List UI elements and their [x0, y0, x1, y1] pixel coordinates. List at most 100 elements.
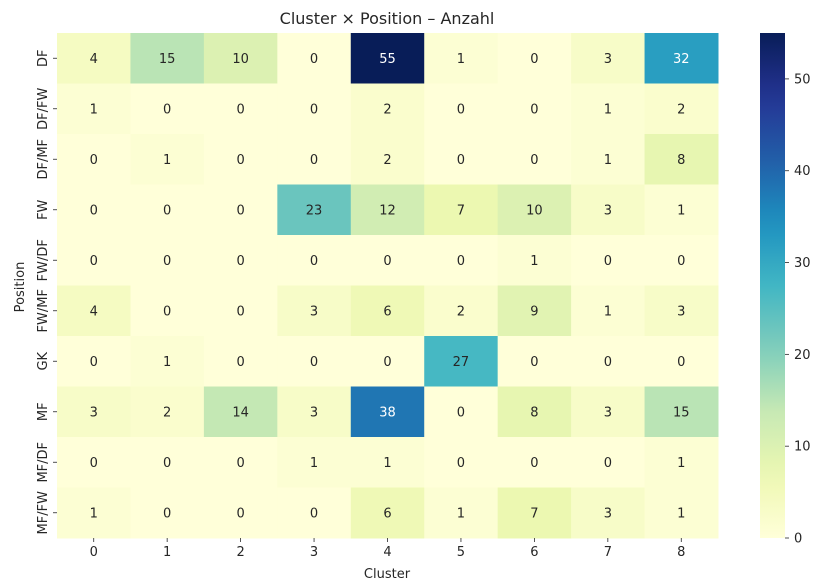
- heatmap-cell: [497, 33, 572, 84]
- cell-value-label: 10: [526, 203, 543, 218]
- cell-value-label: 1: [163, 153, 171, 168]
- cell-value-label: 0: [236, 203, 244, 218]
- heatmap-cell: [571, 184, 646, 236]
- cell-value-label: 0: [530, 456, 538, 471]
- heatmap-cell: [571, 134, 646, 185]
- heatmap-cell: [424, 386, 499, 438]
- cell-value-label: 1: [310, 456, 318, 471]
- cell-value-label: 38: [379, 405, 396, 420]
- cell-value-label: 0: [236, 355, 244, 370]
- heatmap-cell: [130, 184, 205, 236]
- heatmap-cell: [497, 386, 572, 438]
- y-tick-label: FW: [36, 199, 51, 219]
- colorbar-tick-label: 0: [794, 532, 802, 547]
- cell-value-label: 0: [90, 254, 98, 269]
- cell-value-label: 3: [677, 304, 685, 319]
- cell-value-label: 7: [530, 506, 538, 521]
- heatmap-cell: [424, 134, 499, 185]
- colorbar-tick-label: 40: [794, 164, 811, 179]
- cell-value-label: 14: [232, 405, 249, 420]
- heatmap-cell: [203, 83, 278, 135]
- cell-value-label: 0: [310, 355, 318, 370]
- x-tick-label: 3: [310, 545, 318, 560]
- heatmap-cell: [350, 285, 425, 337]
- cell-value-label: 1: [383, 456, 391, 471]
- heatmap-cell: [497, 235, 572, 286]
- heatmap-cell: [130, 386, 205, 438]
- cell-value-label: 1: [530, 254, 538, 269]
- cell-value-label: 0: [163, 203, 171, 218]
- heatmap-cell: [130, 285, 205, 337]
- cell-value-label: 15: [159, 52, 176, 67]
- heatmap-cell: [644, 285, 719, 337]
- cell-value-label: 0: [163, 456, 171, 471]
- x-tick-label: 5: [457, 545, 465, 560]
- cell-value-label: 3: [604, 203, 612, 218]
- y-tick-label: FW/MF: [36, 289, 51, 332]
- cell-value-label: 3: [310, 405, 318, 420]
- heatmap-cell: [277, 134, 352, 185]
- cell-value-label: 2: [457, 304, 465, 319]
- heatmap-cell: [350, 134, 425, 185]
- heatmap-cell: [57, 437, 131, 488]
- cell-value-label: 12: [379, 203, 396, 218]
- heatmap-cell: [644, 386, 719, 438]
- cell-value-label: 4: [90, 52, 98, 67]
- heatmap-cell: [203, 487, 278, 539]
- heatmap-cell: [644, 134, 719, 185]
- cell-value-label: 0: [163, 102, 171, 117]
- heatmap-cell: [57, 285, 131, 337]
- heatmap-cell: [497, 437, 572, 488]
- heatmap-cell: [203, 386, 278, 438]
- cell-value-label: 0: [310, 506, 318, 521]
- heatmap-cell: [497, 184, 572, 236]
- heatmap-cell: [424, 235, 499, 286]
- heatmap-cell: [350, 184, 425, 236]
- heatmap-cell: [203, 33, 278, 84]
- heatmap-cell: [277, 487, 352, 539]
- heatmap-cell: [571, 437, 646, 488]
- cell-value-label: 0: [457, 153, 465, 168]
- heatmap-cell: [57, 83, 131, 135]
- cell-value-label: 0: [163, 506, 171, 521]
- heatmap-cell: [57, 235, 131, 286]
- x-tick-label: 7: [604, 545, 612, 560]
- y-tick-label: DF/FW: [36, 88, 51, 130]
- x-tick-label: 6: [530, 545, 538, 560]
- cell-value-label: 1: [677, 203, 685, 218]
- cell-value-label: 0: [90, 203, 98, 218]
- cell-value-label: 3: [90, 405, 98, 420]
- heatmap-cell: [644, 33, 719, 84]
- heatmap-cell: [57, 184, 131, 236]
- y-tick-label: DF: [36, 50, 51, 68]
- cell-value-label: 0: [457, 405, 465, 420]
- heatmap-cell: [57, 33, 131, 84]
- cell-value-label: 2: [383, 102, 391, 117]
- cell-value-label: 1: [604, 153, 612, 168]
- cell-value-label: 0: [310, 254, 318, 269]
- cell-value-label: 3: [604, 52, 612, 67]
- heatmap-cell: [424, 487, 499, 539]
- cell-value-label: 0: [383, 254, 391, 269]
- heatmap-cell: [497, 336, 572, 387]
- heatmap-cell: [644, 235, 719, 286]
- heatmap-cell: [130, 134, 205, 185]
- cell-value-label: 1: [457, 506, 465, 521]
- cell-value-label: 0: [604, 456, 612, 471]
- heatmap-cell: [644, 83, 719, 135]
- cell-value-label: 0: [236, 456, 244, 471]
- cell-value-label: 0: [236, 506, 244, 521]
- heatmap-cell: [571, 83, 646, 135]
- y-axis-ticks: DF DF/FW DF/MF FW FW/DF FW/MF GK MF MF/DF MF/FW: [36, 50, 57, 535]
- heatmap-cell: [203, 184, 278, 236]
- cell-value-label: 0: [163, 304, 171, 319]
- cell-value-label: 0: [677, 254, 685, 269]
- y-tick-label: MF/DF: [36, 442, 51, 483]
- heatmap-cell: [203, 336, 278, 387]
- heatmap-cell: [130, 83, 205, 135]
- cell-value-label: 2: [677, 102, 685, 117]
- y-tick-label: MF/FW: [36, 491, 51, 535]
- heatmap-cell: [130, 33, 205, 84]
- cell-value-label: 0: [236, 304, 244, 319]
